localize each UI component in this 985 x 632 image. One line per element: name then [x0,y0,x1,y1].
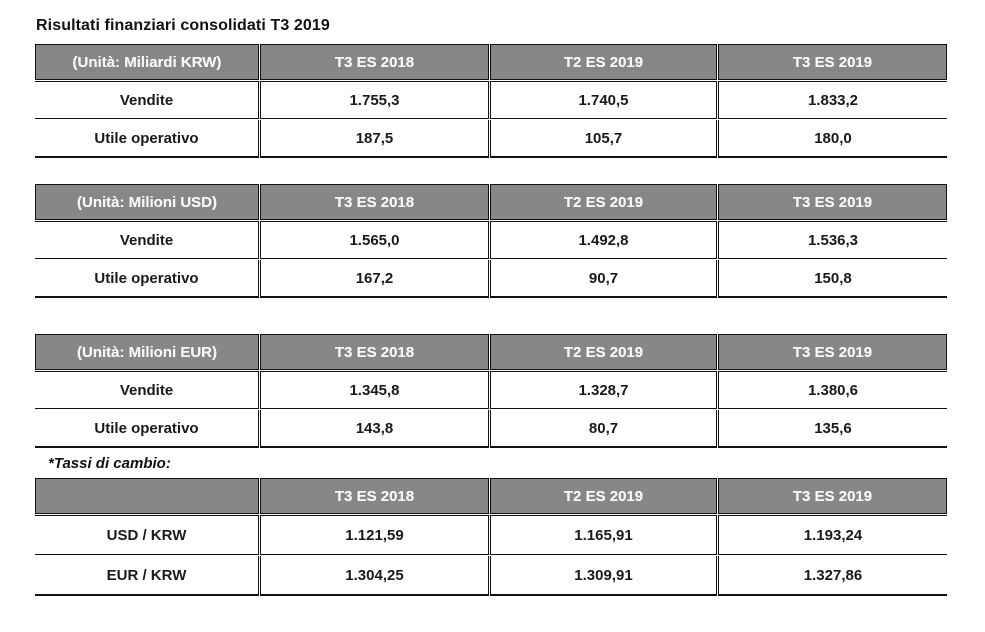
exchange-rates-note: *Tassi di cambio: [48,455,171,472]
value-cell: 1.121,59 [260,515,489,555]
value-cell: 143,8 [260,410,489,448]
column-header: T3 ES 2018 [260,478,489,514]
unit-label-cell: (Unità: Milioni USD) [35,184,259,220]
value-cell: 135,6 [718,410,947,448]
value-cell: 180,0 [718,120,947,158]
value-cell: 90,7 [490,260,717,298]
column-header: T3 ES 2019 [718,44,947,80]
column-header: T3 ES 2018 [260,44,489,80]
value-cell: 167,2 [260,260,489,298]
unit-label-cell: (Unità: Milioni EUR) [35,334,259,370]
unit-label-cell: (Unità: Miliardi KRW) [35,44,259,80]
column-header: T2 ES 2019 [490,334,717,370]
row-label: Vendite [35,81,259,119]
value-cell: 1.328,7 [490,371,717,409]
row-label: Vendite [35,371,259,409]
value-cell: 1.327,86 [718,556,947,596]
row-label: EUR / KRW [35,556,259,596]
value-cell: 1.380,6 [718,371,947,409]
value-cell: 1.193,24 [718,515,947,555]
value-cell: 1.304,25 [260,556,489,596]
row-label: Utile operativo [35,410,259,448]
table-exchange-rates: T3 ES 2018 T2 ES 2019 T3 ES 2019 USD / K… [35,478,948,596]
column-header: T3 ES 2019 [718,478,947,514]
value-cell: 1.165,91 [490,515,717,555]
value-cell: 1.755,3 [260,81,489,119]
column-header: T3 ES 2019 [718,184,947,220]
row-label: Vendite [35,221,259,259]
page-title: Risultati finanziari consolidati T3 2019 [36,17,330,34]
unit-label-cell-empty [35,478,259,514]
column-header: T3 ES 2018 [260,184,489,220]
row-label: Utile operativo [35,120,259,158]
table-eur: (Unità: Milioni EUR) T3 ES 2018 T2 ES 20… [35,334,948,448]
value-cell: 187,5 [260,120,489,158]
value-cell: 150,8 [718,260,947,298]
value-cell: 105,7 [490,120,717,158]
column-header: T3 ES 2018 [260,334,489,370]
table-usd: (Unità: Milioni USD) T3 ES 2018 T2 ES 20… [35,184,948,298]
column-header: T2 ES 2019 [490,478,717,514]
value-cell: 1.345,8 [260,371,489,409]
table-krw: (Unità: Miliardi KRW) T3 ES 2018 T2 ES 2… [35,44,948,158]
value-cell: 1.492,8 [490,221,717,259]
column-header: T2 ES 2019 [490,184,717,220]
value-cell: 1.309,91 [490,556,717,596]
row-label: USD / KRW [35,515,259,555]
row-label: Utile operativo [35,260,259,298]
column-header: T2 ES 2019 [490,44,717,80]
value-cell: 1.740,5 [490,81,717,119]
value-cell: 1.565,0 [260,221,489,259]
value-cell: 1.536,3 [718,221,947,259]
column-header: T3 ES 2019 [718,334,947,370]
value-cell: 1.833,2 [718,81,947,119]
value-cell: 80,7 [490,410,717,448]
